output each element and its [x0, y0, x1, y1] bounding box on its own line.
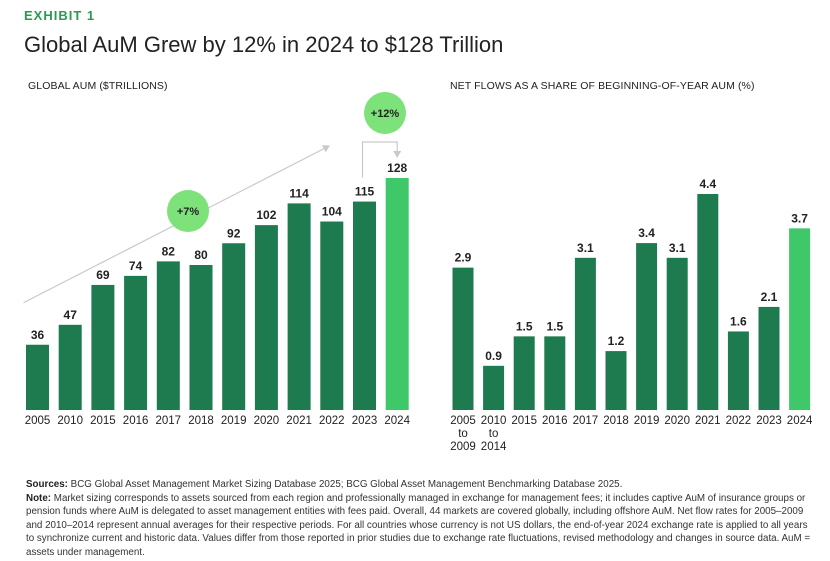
flows-value-label: 4.4	[699, 177, 716, 191]
yoy-badge	[364, 92, 406, 134]
flows-bar	[513, 336, 535, 410]
aum-bar	[353, 201, 376, 410]
flows-value-label: 2.9	[455, 251, 472, 265]
net-flows-bar-chart: 2.9 2005 to 2009 0.9 2010 to 2014 1.5 2015 1.5 2016…	[450, 177, 813, 453]
aum-bar	[189, 265, 213, 410]
note-line: Note: Market sizing corresponds to asset…	[26, 492, 811, 560]
aum-bar	[222, 243, 246, 410]
aum-value-label: 82	[162, 244, 176, 258]
flows-tick-label: 2005 to 2009	[450, 415, 476, 453]
aum-value-label: 36	[31, 328, 45, 342]
cagr-badge	[167, 190, 209, 232]
aum-tick-label: 2023	[352, 415, 378, 427]
aum-tick-label: 2018	[188, 415, 214, 427]
flows-tick-label: 2017	[573, 415, 599, 427]
aum-bar	[91, 284, 115, 410]
exhibit-label: EXHIBIT 1	[24, 8, 96, 23]
flows-tick-label: 2022	[726, 415, 752, 427]
flows-value-label: 1.6	[730, 314, 747, 328]
yoy-arrow	[361, 141, 402, 178]
flows-bar	[697, 194, 719, 410]
flows-tick-label: 2020	[664, 415, 690, 427]
aum-bar	[254, 225, 278, 410]
flows-value-label: 0.9	[485, 349, 502, 363]
aum-bar	[58, 324, 82, 410]
sources-label: Sources:	[26, 479, 68, 490]
flows-value-label: 3.1	[669, 241, 686, 255]
flows-tick-label: 2021	[695, 415, 721, 427]
sources-text: BCG Global Asset Management Market Sizin…	[70, 479, 623, 490]
aum-value-label: 114	[289, 186, 309, 200]
flows-tick-label: 2010 to 2014	[481, 415, 507, 453]
flows-tick-label: 2016	[542, 415, 568, 427]
flows-value-label: 3.4	[638, 226, 655, 240]
aum-tick-label: 2019	[221, 415, 247, 427]
charts-canvas: 36 2005 47 2010 69 2015 74 2016 82 2017 80 2018 92 20…	[23, 92, 813, 453]
flows-value-label: 1.5	[516, 319, 533, 333]
aum-bar-chart: 36 2005 47 2010 69 2015 74 2016 82 2017 80 2018 92 20…	[23, 92, 411, 427]
left-chart-title: GLOBAL AUM ($TRILLIONS)	[28, 80, 168, 92]
aum-bar	[156, 261, 180, 410]
sources-line: Sources: BCG Global Asset Management Mar…	[26, 478, 811, 492]
flows-bar	[452, 267, 474, 410]
aum-tick-label: 2022	[319, 415, 345, 427]
aum-value-label: 80	[194, 248, 208, 262]
flows-bar	[636, 243, 658, 410]
flows-bar	[605, 351, 627, 410]
yoy-badge-label: +12%	[371, 108, 400, 120]
flows-bar	[727, 331, 749, 410]
flows-value-label: 3.7	[791, 211, 808, 225]
aum-tick-label: 2017	[156, 415, 182, 427]
flows-tick-label: 2019	[634, 415, 660, 427]
note-text: Market sizing corresponds to assets sour…	[26, 492, 811, 558]
aum-tick-label: 2010	[57, 415, 83, 427]
aum-value-label: 69	[96, 268, 110, 282]
flows-bar	[758, 306, 780, 410]
flows-tick-label: 2018	[603, 415, 629, 427]
flows-value-label: 3.1	[577, 241, 594, 255]
flows-value-label: 1.5	[546, 319, 563, 333]
footer-notes: Sources: BCG Global Asset Management Mar…	[26, 478, 811, 560]
aum-value-label: 47	[64, 308, 78, 322]
note-label: Note:	[26, 492, 52, 504]
aum-value-label: 128	[387, 161, 407, 175]
aum-tick-label: 2021	[286, 415, 312, 427]
aum-value-label: 115	[355, 185, 375, 199]
cagr-badge-label: +7%	[177, 206, 200, 218]
flows-value-label: 2.1	[761, 290, 778, 304]
aum-bar	[287, 203, 311, 410]
flows-bar	[483, 365, 505, 410]
flows-tick-label: 2015	[511, 415, 537, 427]
flows-tick-label: 2024	[787, 415, 813, 427]
page-title: Global AuM Grew by 12% in 2024 to $128 T…	[24, 32, 504, 57]
aum-tick-label: 2005	[25, 415, 51, 427]
aum-tick-label: 2024	[384, 415, 410, 427]
aum-bar	[385, 178, 409, 410]
flows-bar	[574, 257, 596, 410]
flows-tick-label: 2023	[756, 415, 782, 427]
aum-bar	[320, 221, 344, 410]
aum-tick-label: 2015	[90, 415, 116, 427]
aum-value-label: 74	[129, 259, 143, 273]
aum-bar	[124, 275, 148, 410]
flows-value-label: 1.2	[608, 334, 625, 348]
right-chart-title: NET FLOWS AS A SHARE OF BEGINNING-OF-YEA…	[450, 80, 755, 92]
aum-tick-label: 2016	[123, 415, 149, 427]
aum-value-label: 102	[256, 208, 276, 222]
aum-value-label: 104	[322, 205, 342, 219]
aum-tick-label: 2020	[254, 415, 280, 427]
aum-bar	[26, 344, 49, 410]
aum-value-label: 92	[227, 226, 241, 240]
flows-bar	[789, 228, 811, 410]
flows-bar	[544, 336, 566, 410]
flows-bar	[666, 257, 688, 410]
